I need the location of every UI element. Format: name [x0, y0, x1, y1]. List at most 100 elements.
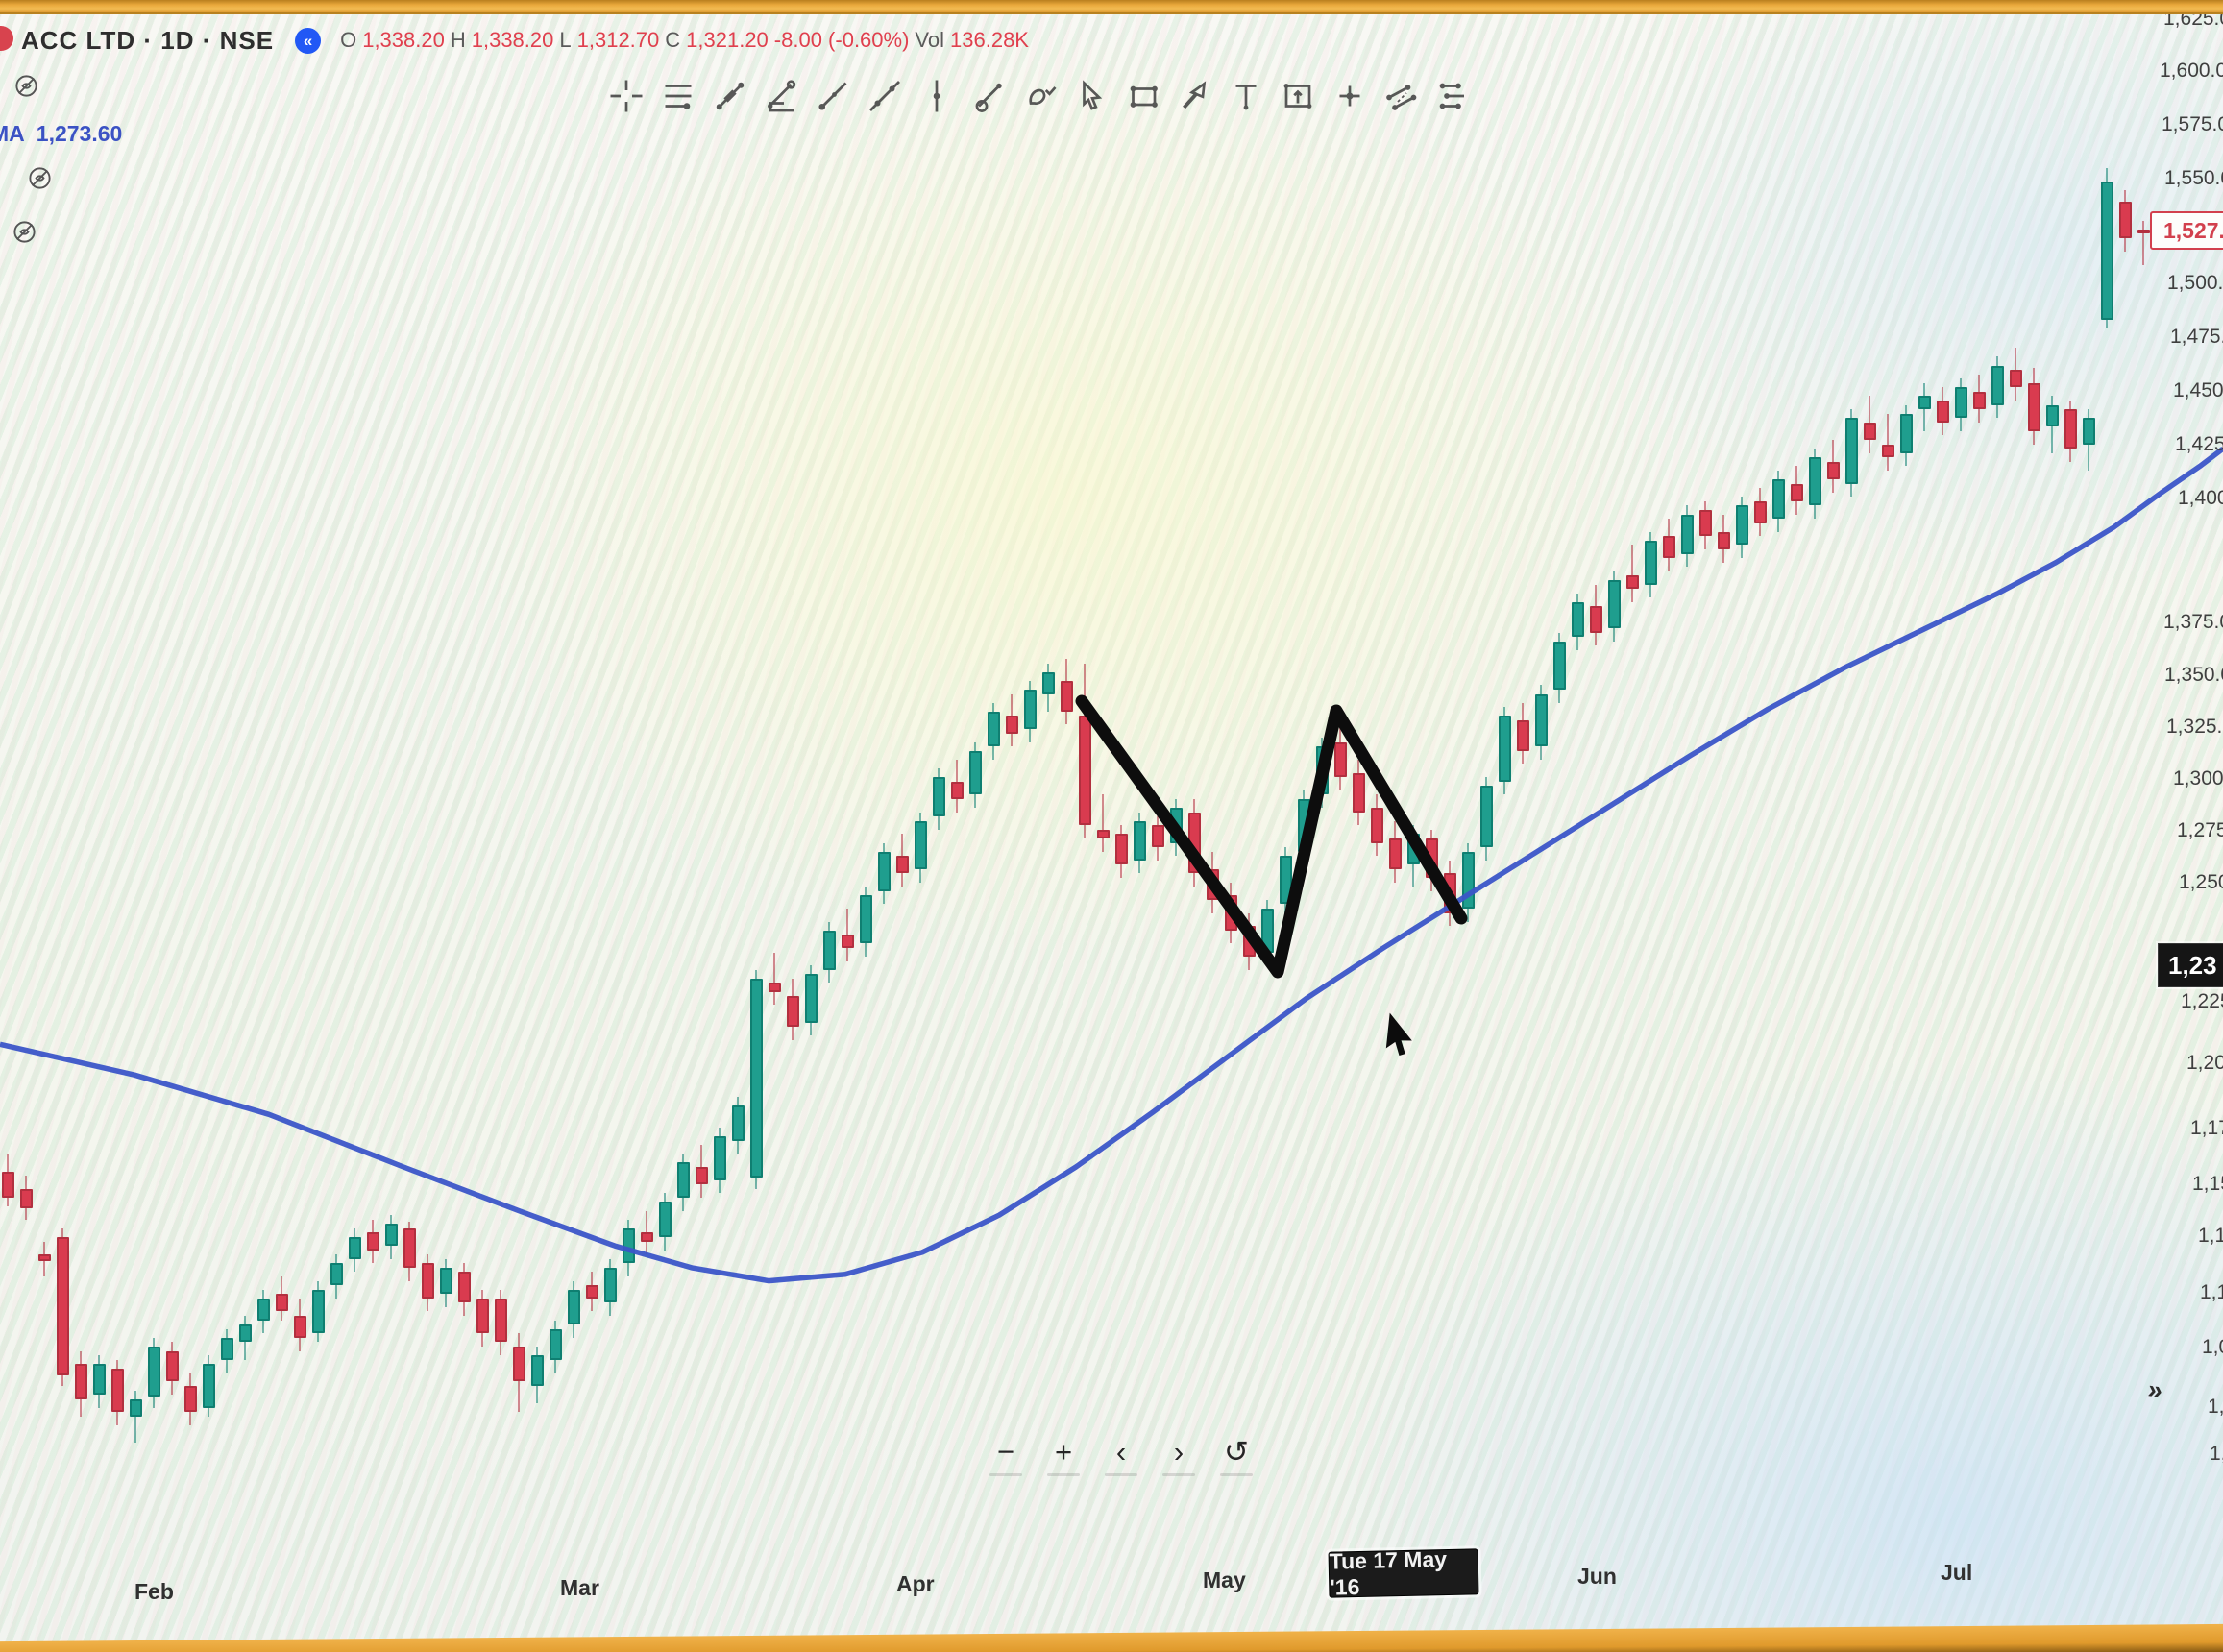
candle — [1626, 575, 1639, 590]
candle — [1499, 716, 1511, 782]
trend-angle-tool-icon[interactable] — [968, 71, 1007, 121]
price-axis-label: 1,025.00 — [2210, 1443, 2223, 1465]
ma-indicator-row[interactable]: MA 1,273.60 — [0, 121, 122, 147]
symbol-title[interactable]: ACC LTD · 1D · NSE — [21, 25, 275, 55]
crosshair-price-tag: 1,23 — [2158, 943, 2223, 987]
candle — [1645, 540, 1657, 585]
candle — [732, 1105, 745, 1141]
candle — [403, 1227, 416, 1268]
candle — [769, 983, 781, 992]
ohlc-C: C 1,321.20 — [665, 28, 769, 52]
candle — [1882, 444, 1894, 458]
candle — [641, 1232, 653, 1242]
candle — [2101, 182, 2113, 320]
zigzag-drawing-annotation[interactable] — [1075, 694, 1468, 979]
candle — [1590, 606, 1602, 633]
collapse-legend-button[interactable]: « — [295, 27, 322, 54]
price-axis-label: 1,175.00 — [2190, 1117, 2223, 1139]
fib-speed-fan-tool-icon[interactable] — [762, 71, 800, 121]
price-axis-label: 1,450.00 — [2173, 379, 2223, 401]
volume-value: Vol 136.28K — [915, 28, 1029, 52]
parallel-channel-tool-icon[interactable] — [1381, 71, 1420, 121]
brush-tool-icon[interactable] — [1020, 71, 1059, 121]
crosshair-date-tag: Tue 17 May '16 — [1328, 1546, 1479, 1600]
zoom-in-button[interactable]: + — [1047, 1433, 1080, 1476]
horizontal-channel-tool-icon[interactable] — [1433, 71, 1472, 121]
candle — [2046, 404, 2059, 427]
price-axis-label: 1,575.00 — [2162, 113, 2223, 135]
reset-view-button[interactable]: ↺ — [1220, 1433, 1253, 1476]
candle — [1042, 671, 1055, 694]
ohlc-values: O 1,338.20 H 1,338.20 L 1,312.70 C 1,321.20 -8.0… — [340, 28, 1035, 53]
crosshair-price-value: 1,23 — [2168, 950, 2217, 980]
time-axis-label-jun: Jun — [1577, 1564, 1617, 1589]
scroll-right-button[interactable]: › — [1162, 1433, 1195, 1476]
candle — [111, 1368, 124, 1413]
candle — [513, 1346, 525, 1382]
ohlc-L: L 1,312.70 — [559, 28, 660, 52]
candle-wick — [1631, 545, 1633, 602]
price-axis-label: 1,475.00 — [2170, 326, 2223, 348]
candle — [476, 1298, 489, 1334]
price-axis-label: 1,550.00 — [2164, 167, 2223, 189]
text-tool-icon[interactable] — [1227, 71, 1265, 121]
candle — [458, 1272, 471, 1303]
symbol-header: ACC LTD · 1D · NSE « O 1,338.20 H 1,338.20 L… — [0, 23, 1035, 58]
candle — [787, 996, 799, 1028]
price-axis-label: 1,050.00 — [2208, 1396, 2223, 1418]
candle — [1061, 680, 1073, 712]
rectangle-tool-icon[interactable] — [1124, 71, 1162, 121]
candle — [367, 1232, 379, 1251]
candle — [1736, 505, 1748, 546]
candle — [1389, 838, 1402, 869]
drawing-toolbar — [607, 71, 1472, 121]
candle — [1353, 772, 1365, 813]
mouse-cursor-icon — [1385, 1012, 1412, 1057]
trend-line-tool-icon[interactable] — [711, 71, 749, 121]
candle — [1334, 741, 1347, 778]
candle — [495, 1298, 507, 1343]
hide-indicator-eye-icon[interactable] — [12, 219, 37, 250]
price-axis-label: 1,375.00 — [2163, 611, 2223, 633]
candle — [1134, 820, 1146, 861]
scroll-left-button[interactable]: ‹ — [1105, 1433, 1137, 1476]
ray-tool-icon[interactable] — [814, 71, 852, 121]
candle — [20, 1188, 33, 1209]
candle — [1937, 401, 1949, 423]
candle-wick — [1102, 794, 1104, 852]
time-axis-label-may: May — [1203, 1567, 1246, 1592]
long-position-tool-icon[interactable] — [1279, 71, 1317, 121]
candle — [750, 978, 763, 1178]
extended-line-tool-icon[interactable] — [866, 71, 904, 121]
ma-value: 1,273.60 — [36, 121, 123, 146]
crosshair-tool-icon[interactable] — [607, 71, 646, 121]
candle — [896, 856, 909, 874]
vertical-line-tool-icon[interactable] — [917, 71, 956, 121]
candle — [1955, 387, 1967, 419]
candle — [257, 1298, 270, 1321]
candle — [2119, 201, 2132, 239]
candle — [1918, 396, 1931, 410]
bezel-strip-top — [0, 0, 2223, 14]
candle — [1754, 500, 1767, 523]
moving-average-line — [0, 447, 2223, 1284]
candle — [677, 1162, 690, 1198]
candle — [659, 1202, 672, 1237]
cross-marker-tool-icon[interactable] — [1331, 71, 1369, 121]
price-axis-label: 1,500.00 — [2167, 272, 2223, 294]
hide-indicator-eye-icon[interactable] — [27, 165, 53, 196]
candle — [1699, 510, 1712, 537]
arrow-marker-tool-icon[interactable] — [1175, 71, 1213, 121]
symbol-logo — [0, 26, 13, 51]
candle — [604, 1267, 617, 1303]
candle — [1991, 365, 2004, 405]
zoom-out-button[interactable]: − — [989, 1433, 1022, 1476]
hide-indicator-eye-icon[interactable] — [13, 73, 39, 104]
candle — [440, 1267, 452, 1295]
candle — [1480, 786, 1493, 848]
cursor-tool-icon[interactable] — [1072, 71, 1111, 121]
candle — [586, 1285, 598, 1299]
horizontal-line-tool-icon[interactable] — [659, 71, 697, 121]
